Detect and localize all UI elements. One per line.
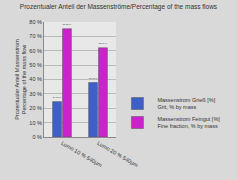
svg-text:Massenstrom Feingut [%]Fine fr: Massenstrom Feingut [%]Fine fraction, % …	[157, 116, 220, 129]
svg-text:50 %: 50 %	[29, 62, 42, 68]
svg-text:Prozentualer Anteil der Massen: Prozentualer Anteil der Massenströme/Per…	[20, 3, 218, 11]
svg-text:Lumo 10 % 540µm: Lumo 10 % 540µm	[60, 140, 103, 169]
svg-text:10 %: 10 %	[29, 120, 42, 126]
svg-text:37.93 %: 37.93 %	[89, 77, 98, 79]
svg-text:80 %: 80 %	[29, 19, 42, 25]
svg-text:62.07 %: 62.07 %	[99, 42, 108, 44]
svg-text:40 %: 40 %	[29, 76, 42, 82]
svg-text:70 %: 70 %	[29, 33, 42, 39]
svg-text:Prozentualer Anteil Massenstro: Prozentualer Anteil MassenstromPercentag…	[14, 39, 27, 120]
svg-text:Lumo 20 % 540µm: Lumo 20 % 540µm	[96, 140, 139, 169]
svg-text:75.35 %: 75.35 %	[63, 23, 72, 25]
svg-text:0 %: 0 %	[32, 134, 42, 140]
svg-text:24.65 %: 24.65 %	[53, 96, 62, 98]
svg-text:30 %: 30 %	[29, 91, 42, 97]
svg-text:Massenstrom Grieß [%]Grit, % b: Massenstrom Grieß [%]Grit, % by mass	[157, 97, 215, 110]
svg-text:60 %: 60 %	[29, 48, 42, 54]
svg-text:20 %: 20 %	[29, 105, 42, 111]
